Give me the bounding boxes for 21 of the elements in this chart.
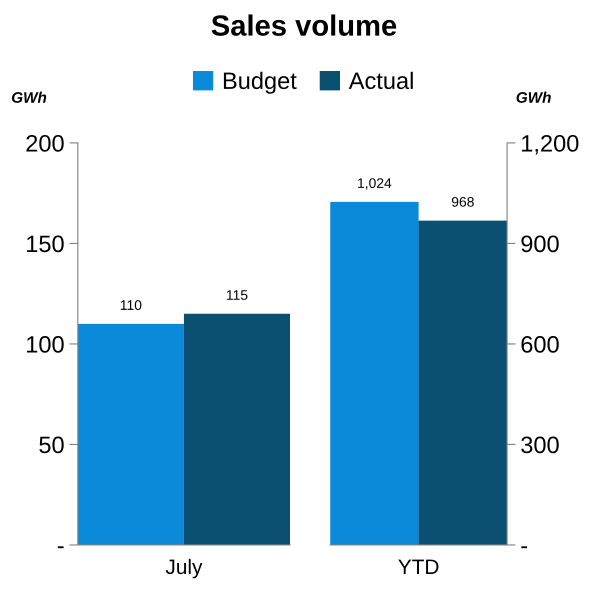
y2-tick-label: - [521,546,528,548]
y-tick-label: 50 [39,436,64,454]
chart-title: Sales volume [212,14,396,36]
data-label: 110 [120,300,142,310]
data-label: 968 [452,196,474,207]
y2-tick-label: 900 [521,235,559,252]
y2-tick-label: 1,200 [522,134,578,154]
y2-axis-title: GWh [516,92,551,103]
y-tick-label: 100 [27,336,64,353]
legend-label: Budget [224,72,297,94]
y-tick-label: 150 [27,235,64,252]
y-axis-title: GWh [12,92,46,103]
y2-tick-label: 600 [521,336,559,353]
data-label: 1,024 [358,178,392,190]
x-tick-label: YTD [398,560,438,574]
legend-label: Actual [348,72,413,90]
x-tick-label: July [166,558,202,578]
y2-tick-label: 300 [521,436,559,454]
data-label: 115 [226,290,248,300]
y-tick-label: - [58,546,64,548]
y-tick-label: 200 [26,134,64,152]
